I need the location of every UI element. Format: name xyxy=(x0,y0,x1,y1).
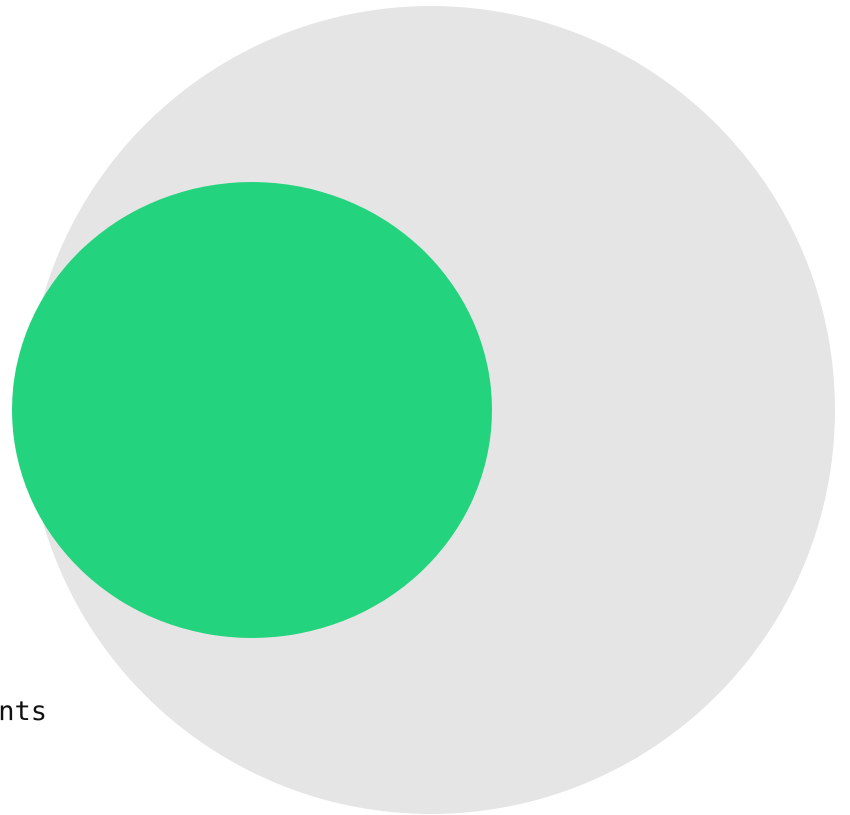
outer-circle-label: ants xyxy=(0,696,48,727)
inner-circle xyxy=(12,182,492,638)
